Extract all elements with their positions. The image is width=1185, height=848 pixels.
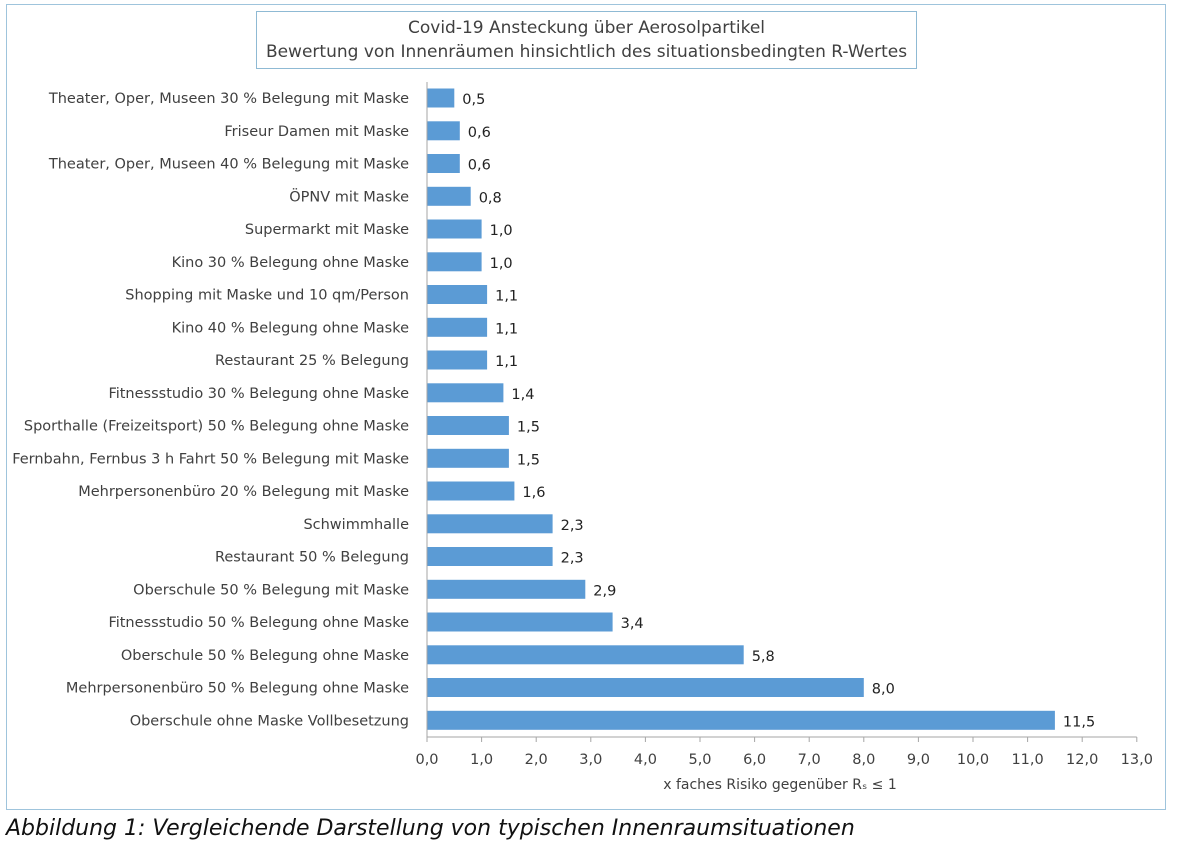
data-label: 0,6 xyxy=(468,158,491,174)
data-label: 1,1 xyxy=(495,289,518,305)
x-tick-label: 10,0 xyxy=(957,752,989,768)
category-labels: Theater, Oper, Museen 30 % Belegung mit … xyxy=(12,91,409,729)
category-label: Oberschule 50 % Belegung ohne Maske xyxy=(121,648,409,664)
category-label: Theater, Oper, Museen 30 % Belegung mit … xyxy=(48,91,409,107)
bar xyxy=(427,710,1055,730)
category-label: Restaurant 50 % Belegung xyxy=(215,550,409,566)
x-tick-label: 12,0 xyxy=(1066,752,1098,768)
category-label: Sporthalle (Freizeitsport) 50 % Belegung… xyxy=(24,419,409,435)
bar xyxy=(427,547,553,566)
data-label: 1,6 xyxy=(522,485,545,501)
category-label: Friseur Damen mit Maske xyxy=(224,124,409,140)
x-tick-label: 9,0 xyxy=(907,752,930,768)
category-label: Oberschule 50 % Belegung mit Maske xyxy=(133,582,409,598)
data-label: 3,4 xyxy=(621,616,644,632)
chart-frame xyxy=(6,4,1166,810)
x-tick-label: 5,0 xyxy=(688,752,711,768)
category-label: Theater, Oper, Museen 40 % Belegung mit … xyxy=(48,157,409,173)
data-label: 0,5 xyxy=(462,92,485,108)
data-label: 5,8 xyxy=(752,649,775,665)
bar xyxy=(427,285,488,304)
bar xyxy=(427,317,488,337)
data-label: 1,1 xyxy=(495,354,518,370)
bar xyxy=(427,612,613,632)
x-axis-title: x faches Risiko gegenüber Rₛ ≤ 1 xyxy=(663,777,897,793)
value-labels: 0,5 0,6 0,6 0,8 1,0 1,0 1,1 1,1 1,1 1,4 1,5 1,5 1,6 2… xyxy=(462,92,1095,730)
x-tick-label: 13,0 xyxy=(1121,752,1153,768)
data-label: 2,3 xyxy=(561,518,584,534)
chart-subtitle: Bewertung von Innenräumen hinsichtlich d… xyxy=(265,42,908,62)
category-label: Supermarkt mit Maske xyxy=(245,222,409,238)
bar xyxy=(427,579,586,599)
figure-caption: Abbildung 1: Vergleichende Darstellung v… xyxy=(6,816,855,841)
bar xyxy=(427,416,509,435)
x-tick-label: 4,0 xyxy=(634,752,657,768)
bar xyxy=(427,514,553,534)
x-axis: 0,0 1,0 2,0 3,0 4,0 5,0 6,0 7,0 8,0 9,0 10,0 11,0 12… xyxy=(415,82,1153,768)
data-label: 1,4 xyxy=(511,387,534,403)
bar xyxy=(427,645,744,665)
category-label: Fernbahn, Fernbus 3 h Fahrt 50 % Belegun… xyxy=(12,451,409,467)
x-tick-label: 7,0 xyxy=(798,752,821,768)
x-tick-label: 3,0 xyxy=(579,752,602,768)
data-label: 0,8 xyxy=(479,190,502,206)
category-label: Mehrpersonenbüro 50 % Belegung ohne Mask… xyxy=(66,681,409,697)
bar xyxy=(427,186,471,206)
x-tick-label: 2,0 xyxy=(525,752,548,768)
data-label: 1,0 xyxy=(490,223,513,239)
x-tick-label: 0,0 xyxy=(415,752,438,768)
data-label: 1,0 xyxy=(490,256,513,272)
x-tick-label: 6,0 xyxy=(743,752,766,768)
bar xyxy=(427,252,482,272)
data-label: 1,5 xyxy=(517,452,540,468)
category-label: Fitnessstudio 50 % Belegung ohne Maske xyxy=(108,615,409,631)
bar xyxy=(427,481,515,501)
data-label: 1,5 xyxy=(517,420,540,436)
bars-group xyxy=(427,88,1055,730)
bar xyxy=(427,350,488,370)
bar xyxy=(427,88,455,108)
category-label: ÖPNV mit Maske xyxy=(289,187,409,205)
category-label: Schwimmhalle xyxy=(303,517,409,533)
bar xyxy=(427,219,482,239)
data-label: 1,1 xyxy=(495,321,518,337)
bar xyxy=(427,448,509,468)
category-label: Shopping mit Maske und 10 qm/Person xyxy=(125,288,409,304)
data-label: 11,5 xyxy=(1063,714,1095,730)
data-label: 2,3 xyxy=(561,551,584,567)
category-label: Kino 40 % Belegung ohne Maske xyxy=(172,320,409,336)
x-tick-label: 1,0 xyxy=(470,752,493,768)
chart-title-box: Covid-19 Ansteckung über Aerosolpartikel… xyxy=(256,11,917,69)
bar xyxy=(427,154,460,173)
chart-title: Covid-19 Ansteckung über Aerosolpartikel xyxy=(407,18,766,38)
category-label: Oberschule ohne Maske Vollbesetzung xyxy=(130,713,409,729)
bar xyxy=(427,121,460,141)
x-tick-label: 8,0 xyxy=(852,752,875,768)
data-label: 0,6 xyxy=(468,125,491,141)
x-tick-label: 11,0 xyxy=(1011,752,1043,768)
bar xyxy=(427,383,504,403)
category-label: Restaurant 25 % Belegung xyxy=(215,353,409,369)
category-label: Kino 30 % Belegung ohne Maske xyxy=(172,255,409,271)
data-label: 8,0 xyxy=(872,682,895,698)
category-label: Fitnessstudio 30 % Belegung ohne Maske xyxy=(108,386,409,402)
data-label: 2,9 xyxy=(593,583,616,599)
category-label: Mehrpersonenbüro 20 % Belegung mit Maske xyxy=(78,484,409,500)
bar xyxy=(427,678,864,697)
